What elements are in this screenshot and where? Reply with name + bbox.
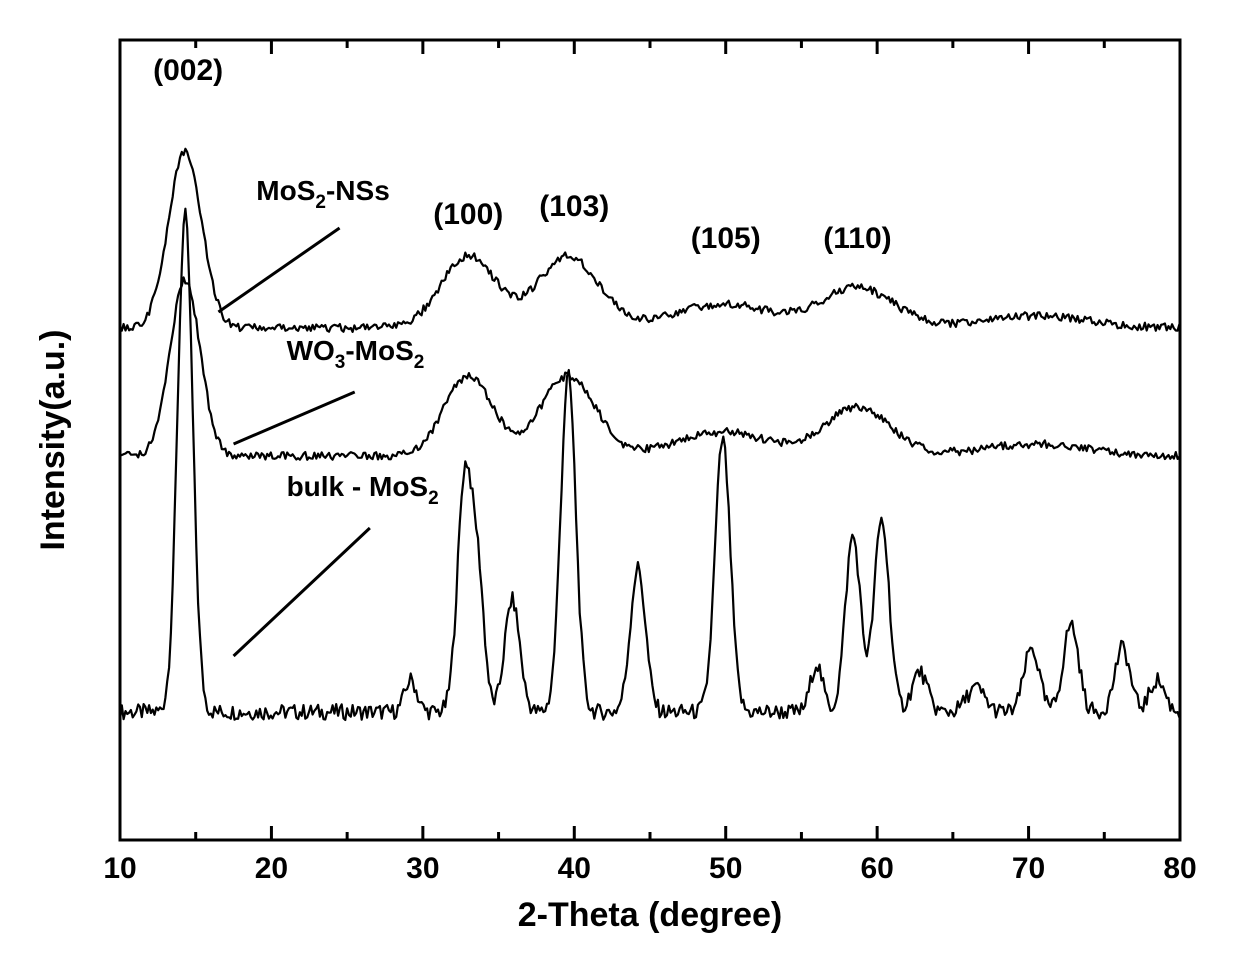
x-tick-label: 60 [860,852,893,885]
peak-label-(110): (110) [823,222,891,255]
x-tick-label: 80 [1163,852,1196,885]
x-tick-label: 20 [255,852,288,885]
peak-label-(100): (100) [433,198,503,231]
x-tick-label: 40 [558,852,591,885]
x-tick-label: 70 [1012,852,1045,885]
peak-label-(002): (002) [153,54,223,87]
xrd-chart: 10 20 30 40 50 60 70 80 2-Theta (degree) Intensit… [0,0,1240,963]
peak-label-(103): (103) [539,190,609,223]
x-tick-label: 30 [406,852,439,885]
peak-label-(105): (105) [691,222,761,255]
y-axis-label: Intensity(a.u.) [34,329,72,550]
x-axis-label: 2-Theta (degree) [518,896,783,934]
chart-svg: 10 20 30 40 50 60 70 80 2-Theta (degree) Intensit… [0,0,1240,963]
x-tick-label: 10 [103,852,136,885]
x-tick-label: 50 [709,852,742,885]
